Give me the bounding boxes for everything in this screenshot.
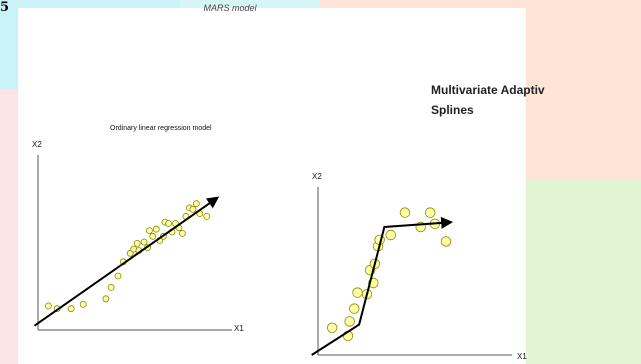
chart-1-point [102, 295, 110, 303]
chart-1-point [114, 272, 122, 280]
chart-2-point [327, 322, 338, 334]
chart-1-point [140, 238, 148, 246]
chart-2-point [440, 236, 452, 247]
chart-2-point [344, 316, 355, 327]
chart-2-point [349, 303, 360, 314]
chart-2-point [399, 207, 411, 218]
chart-2-point [352, 287, 363, 298]
chart-1-point [149, 232, 157, 240]
chart-2-point [425, 207, 436, 218]
chart-1-point [189, 205, 197, 213]
chart-1-regression-line [33, 196, 220, 327]
chart-1-point [145, 227, 153, 235]
chart-2-ylabel: X2 [312, 172, 322, 181]
slide-panel [18, 8, 526, 364]
chart-1-point [192, 200, 200, 208]
heading-line-2: Splines [431, 103, 474, 117]
page-number: 5 [0, 0, 10, 15]
chart-1-point [203, 212, 211, 220]
chart-2 [311, 187, 512, 356]
chart-2-spline-line [311, 216, 454, 356]
page-title: MARS model [203, 3, 257, 13]
chart-1 [33, 155, 232, 331]
chart-1-point [79, 300, 87, 308]
chart-1-point [107, 283, 115, 291]
chart-1-xlabel: X1 [234, 324, 244, 333]
chart-2-point [385, 229, 396, 241]
chart-1-point [133, 239, 141, 247]
chart-1-point [152, 225, 160, 233]
chart-1-point [45, 302, 52, 310]
chart-2-xlabel: X1 [517, 352, 527, 361]
chart-1-ylabel: X2 [32, 140, 42, 149]
chart-1-point [165, 220, 172, 227]
chart-1-title: Ordinary linear regression model [110, 125, 212, 132]
chart-1-point [67, 305, 75, 313]
heading-line-1: Multivariate Adaptiv [431, 83, 545, 97]
chart-1-point [178, 229, 186, 237]
